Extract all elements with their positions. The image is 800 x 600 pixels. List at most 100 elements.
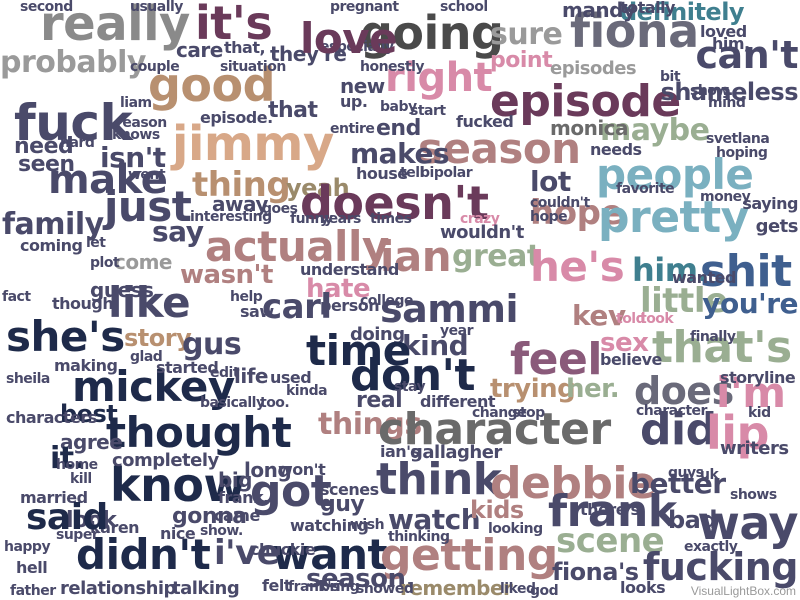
cloud-word: big bbox=[218, 468, 253, 492]
cloud-word: shows bbox=[730, 487, 777, 503]
cloud-word: bipolar bbox=[420, 165, 473, 181]
cloud-word: coming bbox=[20, 236, 83, 255]
cloud-word: trying bbox=[490, 374, 576, 404]
cloud-word: you're bbox=[702, 287, 798, 320]
cloud-word: couple bbox=[130, 59, 180, 75]
cloud-word: baby bbox=[380, 99, 417, 115]
cloud-word: kill bbox=[70, 471, 92, 487]
cloud-word: talking bbox=[172, 578, 240, 599]
cloud-word: years bbox=[320, 211, 361, 227]
cloud-word: probably bbox=[0, 45, 146, 80]
cloud-word: things bbox=[318, 407, 422, 442]
cloud-word: mickey bbox=[72, 362, 235, 411]
cloud-word: can't bbox=[695, 33, 798, 77]
cloud-word: finally bbox=[690, 329, 736, 345]
cloud-word: too. bbox=[260, 395, 290, 411]
cloud-word: relationship bbox=[60, 578, 176, 599]
cloud-word: him, bbox=[712, 34, 750, 53]
cloud-word: him. bbox=[632, 251, 710, 289]
cloud-word: came bbox=[214, 506, 260, 525]
cloud-word: little bbox=[640, 281, 728, 321]
cloud-word: kind bbox=[402, 329, 469, 362]
cloud-word: situation bbox=[220, 59, 286, 75]
cloud-word: got bbox=[250, 466, 332, 517]
cloud-word: mind bbox=[708, 95, 746, 111]
cloud-word: care bbox=[176, 38, 223, 62]
cloud-word: interesting bbox=[190, 209, 272, 225]
cloud-word: gallagher bbox=[410, 442, 502, 463]
cloud-word: episode. bbox=[200, 108, 273, 127]
cloud-word: guess bbox=[90, 278, 154, 302]
cloud-word: it. bbox=[50, 441, 85, 476]
cloud-word: start bbox=[410, 103, 446, 119]
cloud-word: they're bbox=[270, 42, 347, 66]
cloud-word: makes bbox=[350, 137, 450, 170]
cloud-word: character. bbox=[636, 403, 710, 419]
cloud-word: scenes bbox=[320, 480, 379, 499]
cloud-word: goes bbox=[262, 201, 298, 217]
cloud-word: does bbox=[634, 369, 734, 413]
cloud-word: hate bbox=[306, 274, 371, 304]
cloud-word: tell bbox=[400, 165, 424, 181]
cloud-word: especially bbox=[320, 39, 394, 55]
cloud-word: great bbox=[452, 239, 541, 274]
cloud-word: glad bbox=[130, 349, 163, 365]
cloud-word: hope bbox=[530, 209, 568, 225]
cloud-word: maybe bbox=[600, 113, 710, 148]
cloud-word: hope bbox=[530, 193, 623, 233]
cloud-word: want bbox=[272, 530, 388, 579]
cloud-word: actually bbox=[205, 222, 389, 271]
cloud-word: going bbox=[360, 6, 504, 60]
cloud-word: favorite bbox=[616, 181, 675, 197]
cloud-word: know bbox=[110, 458, 246, 512]
cloud-word: fuck bbox=[14, 94, 133, 152]
cloud-word: making bbox=[54, 356, 118, 375]
cloud-word: house bbox=[356, 164, 408, 183]
cloud-word: bit bbox=[660, 69, 681, 85]
cloud-word: way bbox=[697, 496, 798, 550]
cloud-word: long bbox=[244, 458, 292, 482]
cloud-word: different bbox=[420, 392, 496, 411]
cloud-word: writers bbox=[720, 438, 789, 459]
cloud-word: best bbox=[60, 400, 118, 428]
cloud-word: isn't bbox=[100, 141, 166, 174]
cloud-word: frank. bbox=[218, 488, 269, 507]
cloud-word: just bbox=[104, 182, 192, 231]
cloud-word: svetlana bbox=[706, 131, 770, 147]
cloud-word: really bbox=[40, 0, 190, 52]
cloud-word: ian's bbox=[380, 442, 420, 461]
cloud-word: watching bbox=[290, 516, 369, 535]
cloud-word: totally bbox=[620, 0, 675, 17]
cloud-word: change bbox=[472, 405, 527, 421]
cloud-word: gus bbox=[182, 327, 242, 362]
cloud-word: father bbox=[10, 583, 56, 599]
cloud-word: sex bbox=[600, 328, 649, 358]
cloud-word: took bbox=[640, 311, 674, 327]
cloud-word: honestly bbox=[360, 59, 425, 75]
cloud-word: understand bbox=[300, 260, 399, 279]
cloud-word: edit bbox=[210, 365, 240, 381]
cloud-word: told bbox=[616, 311, 646, 327]
cloud-word: definitely bbox=[620, 0, 745, 26]
cloud-word: don't bbox=[350, 350, 476, 401]
cloud-word: married bbox=[20, 488, 88, 507]
cloud-word: kinda bbox=[286, 383, 328, 399]
cloud-word: frank bbox=[548, 486, 677, 537]
cloud-word: character bbox=[378, 404, 611, 455]
cloud-word: getting bbox=[380, 530, 558, 581]
cloud-word: fact bbox=[2, 289, 31, 305]
cloud-word: come bbox=[114, 250, 173, 274]
cloud-word: felt bbox=[262, 576, 291, 595]
cloud-word: new bbox=[340, 74, 385, 98]
cloud-word: looks bbox=[620, 578, 666, 597]
cloud-word: let bbox=[86, 235, 106, 251]
cloud-word: stop bbox=[512, 405, 545, 421]
cloud-word: liked bbox=[500, 581, 536, 597]
cloud-word: time bbox=[306, 326, 411, 375]
cloud-word: liam bbox=[120, 95, 152, 111]
cloud-word: gonna bbox=[172, 504, 247, 529]
cloud-word: saw bbox=[240, 302, 274, 321]
cloud-word: ian bbox=[380, 232, 452, 281]
cloud-word: went bbox=[128, 167, 166, 183]
